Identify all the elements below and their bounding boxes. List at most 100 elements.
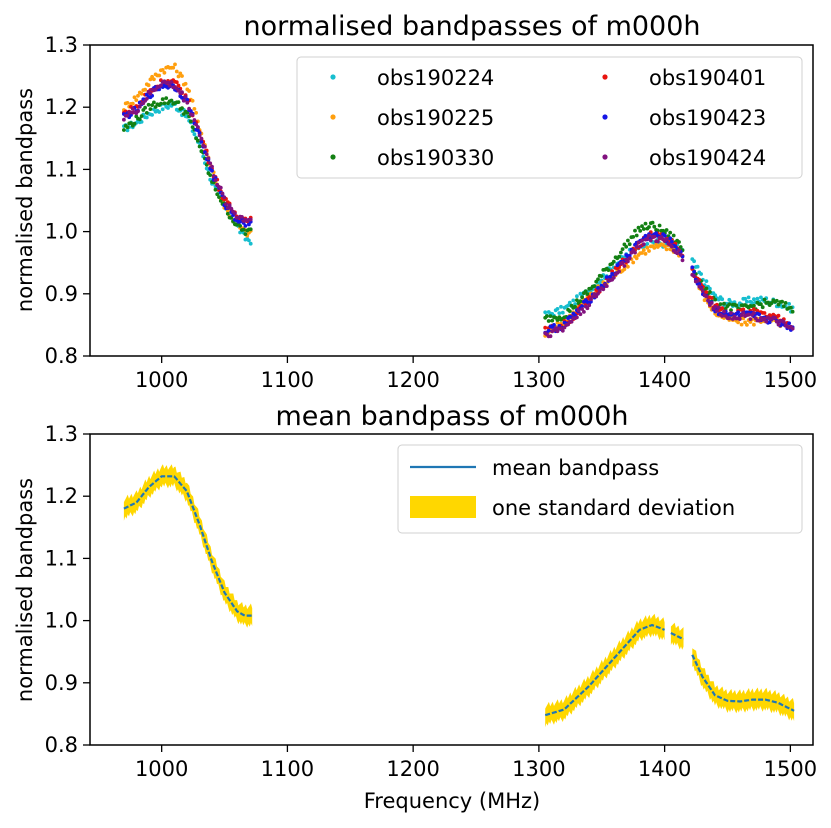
- scatter-point: [159, 101, 163, 106]
- scatter-point: [167, 83, 172, 88]
- scatter-point: [671, 233, 676, 238]
- scatter-point: [210, 164, 214, 169]
- scatter-point: [180, 96, 184, 100]
- scatter-point: [559, 304, 563, 309]
- top-data-layer: [122, 62, 795, 339]
- scatter-point: [144, 111, 149, 115]
- scatter-point: [166, 106, 170, 110]
- scatter-point: [773, 315, 777, 320]
- scatter-point: [543, 325, 548, 330]
- scatter-point: [709, 301, 714, 305]
- scatter-point: [190, 113, 195, 117]
- scatter-point: [720, 297, 725, 302]
- top-y-tick-label: 1.0: [45, 220, 78, 244]
- scatter-point: [174, 80, 179, 85]
- bottom-y-tick-label: 0.9: [45, 671, 78, 695]
- scatter-point: [122, 128, 126, 132]
- scatter-point: [150, 103, 155, 107]
- scatter-point: [638, 229, 643, 233]
- scatter-point: [767, 320, 772, 325]
- scatter-series-obs190330: [122, 96, 795, 323]
- scatter-point: [557, 311, 562, 315]
- scatter-point: [132, 121, 137, 126]
- scatter-point: [136, 93, 140, 98]
- scatter-point: [634, 244, 639, 249]
- top-y-tick-label: 1.3: [45, 33, 78, 57]
- scatter-point: [654, 231, 658, 236]
- scatter-point: [196, 125, 200, 129]
- scatter-point: [709, 296, 714, 300]
- scatter-point: [636, 240, 641, 245]
- scatter-point: [585, 292, 590, 296]
- scatter-point: [583, 289, 588, 294]
- scatter-point: [706, 298, 710, 303]
- scatter-point: [548, 314, 553, 318]
- scatter-point: [670, 239, 674, 244]
- scatter-point: [764, 319, 769, 324]
- scatter-point: [627, 242, 632, 247]
- scatter-point: [180, 90, 184, 95]
- scatter-point: [722, 309, 726, 314]
- scatter-point: [606, 268, 611, 272]
- scatter-point: [567, 309, 572, 313]
- scatter-point: [160, 97, 165, 102]
- scatter-point: [176, 74, 181, 79]
- bottom-x-tick-label: 1500: [764, 757, 817, 781]
- scatter-point: [555, 307, 560, 311]
- scatter-point: [152, 100, 156, 105]
- scatter-point: [783, 301, 788, 305]
- scatter-point: [217, 195, 221, 200]
- scatter-point: [197, 133, 202, 138]
- top-panel: normalised bandpasses of m000h 1000 1100 1…: [13, 11, 817, 392]
- scatter-point: [617, 254, 621, 259]
- scatter-point: [713, 304, 718, 309]
- scatter-point: [752, 307, 756, 312]
- scatter-point: [164, 96, 169, 100]
- scatter-point: [162, 70, 167, 75]
- scatter-point: [169, 80, 174, 84]
- scatter-point: [608, 275, 613, 279]
- scatter-point: [750, 301, 754, 305]
- scatter-point: [580, 295, 584, 300]
- scatter-point: [704, 290, 709, 294]
- scatter-point: [626, 264, 630, 269]
- scatter-point: [560, 328, 565, 333]
- scatter-point: [716, 305, 721, 310]
- scatter-point: [550, 318, 555, 323]
- top-y-tick-label: 0.8: [45, 344, 78, 368]
- scatter-point: [678, 252, 683, 257]
- scatter-point: [143, 105, 148, 110]
- scatter-point: [611, 259, 616, 264]
- scatter-point: [604, 284, 609, 288]
- scatter-point: [159, 83, 163, 88]
- scatter-point: [157, 73, 162, 78]
- scatter-point: [208, 173, 213, 178]
- scatter-point: [596, 291, 600, 296]
- scatter-point: [241, 227, 246, 232]
- scatter-point: [143, 87, 148, 92]
- scatter-point: [787, 302, 791, 306]
- legend-label-std-band: one standard deviation: [492, 496, 735, 520]
- scatter-point: [545, 314, 549, 318]
- scatter-point: [169, 98, 174, 103]
- top-y-tick-label: 1.1: [45, 157, 78, 181]
- scatter-point: [734, 303, 739, 308]
- scatter-point: [727, 316, 732, 321]
- scatter-point: [640, 224, 644, 229]
- bottom-plot-frame: [89, 433, 814, 746]
- scatter-point: [185, 110, 190, 115]
- mean-line-segment: [544, 623, 666, 717]
- scatter-point: [762, 311, 767, 315]
- scatter-point: [640, 251, 644, 255]
- scatter-point: [634, 256, 639, 261]
- top-x-tick-label: 1000: [135, 368, 188, 392]
- legend-marker-obs190224: [330, 74, 336, 80]
- bottom-x-tick-label: 1200: [386, 757, 439, 781]
- scatter-point: [736, 320, 740, 325]
- scatter-point: [176, 100, 181, 104]
- scatter-point: [555, 329, 560, 334]
- scatter-point: [576, 308, 581, 313]
- scatter-point: [578, 299, 583, 304]
- scatter-point: [633, 250, 637, 255]
- scatter-point: [248, 241, 253, 246]
